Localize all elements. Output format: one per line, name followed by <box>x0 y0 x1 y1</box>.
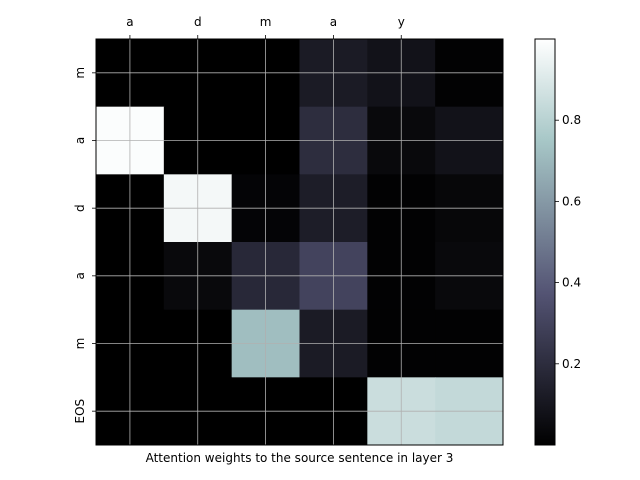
colorbar-tick-label: 0.2 <box>562 357 581 371</box>
y-tick-label: a <box>73 272 87 279</box>
colorbar-ticks: 0.2 0.4 0.6 0.8 <box>555 113 581 371</box>
colorbar-gradient <box>534 38 556 446</box>
x-tick-label: d <box>194 15 202 29</box>
x-tick-label: a <box>330 15 337 29</box>
colorbar-tick-label: 0.8 <box>562 113 581 127</box>
y-tick-label: m <box>73 338 87 350</box>
colorbar: 0.2 0.4 0.6 0.8 <box>534 38 581 446</box>
y-tick-label: m <box>73 67 87 79</box>
y-tick-labels: m a d a m EOS <box>73 67 96 424</box>
plot-frame <box>95 38 504 446</box>
colorbar-tick-label: 0.6 <box>562 194 581 208</box>
x-axis-label: Attention weights to the source sentence… <box>146 451 454 465</box>
y-tick-label: EOS <box>73 399 87 424</box>
colorbar-tick-label: 0.4 <box>562 276 581 290</box>
grid-lines <box>96 39 503 445</box>
y-tick-label: a <box>73 137 87 144</box>
heatmap-cells <box>96 39 504 446</box>
y-tick-label: d <box>73 204 87 212</box>
x-tick-label: y <box>398 15 405 29</box>
x-tick-label: a <box>126 15 133 29</box>
x-tick-label: m <box>260 15 272 29</box>
